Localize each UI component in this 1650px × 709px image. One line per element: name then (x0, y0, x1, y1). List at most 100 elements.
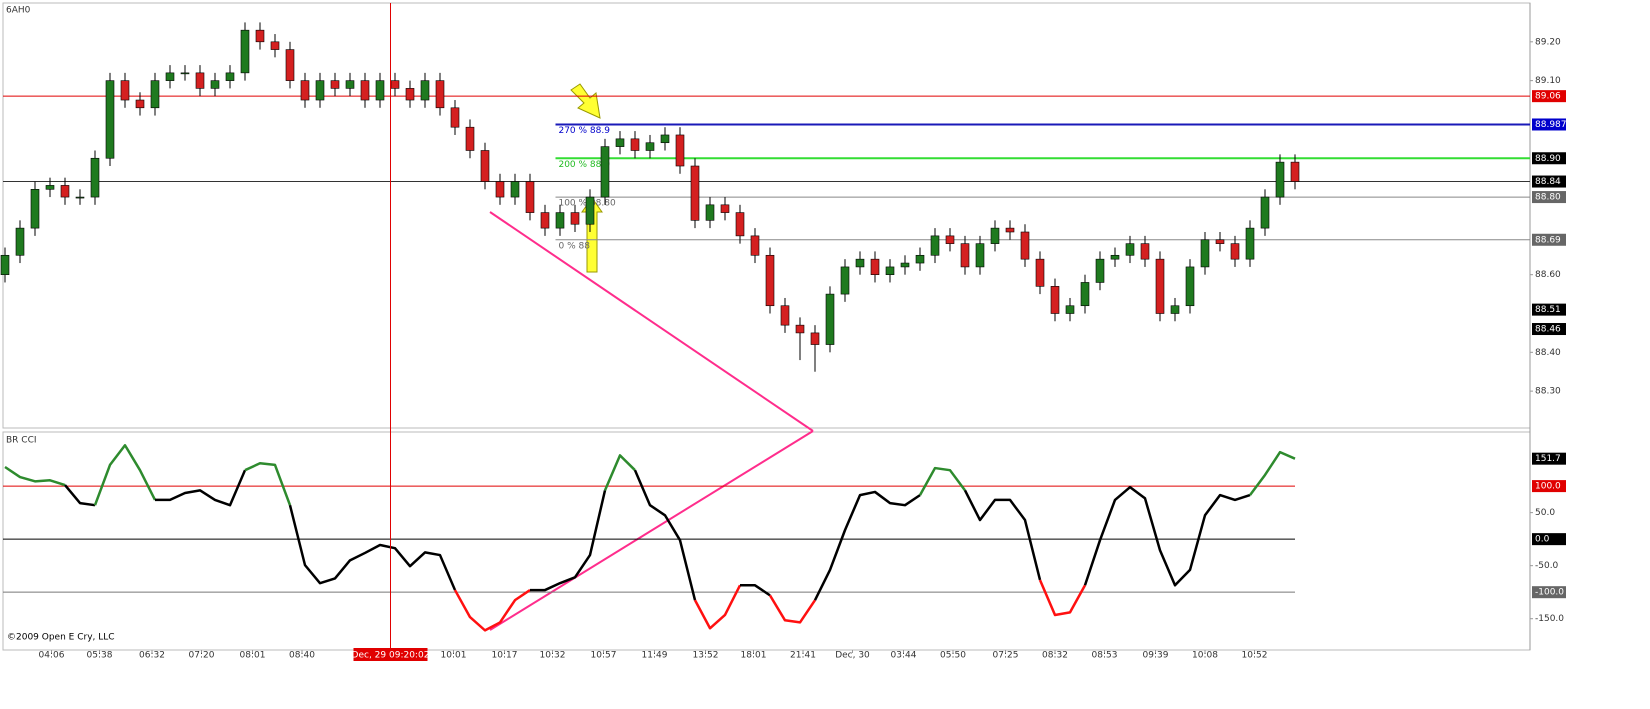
candle-body (1200, 239, 1210, 268)
price-marker-label: 88.84 (1535, 177, 1561, 187)
candle-body (330, 80, 340, 89)
x-tick-label: Dec, 30 (835, 651, 870, 661)
cci-line (288, 504, 457, 591)
fib-label: 270 % 88.9 (558, 126, 610, 136)
candle-body (1185, 266, 1195, 307)
candle-body (630, 138, 640, 151)
cci-line (1083, 485, 1251, 587)
price-marker-label: 88.51 (1535, 305, 1561, 315)
candle-body (840, 266, 850, 295)
candle-body (120, 80, 130, 101)
candle-body (210, 80, 220, 89)
cci-line (1248, 450, 1296, 496)
x-tick-label: 09:39 (1143, 651, 1169, 661)
candle-body (390, 80, 400, 89)
candle-body (1095, 258, 1105, 283)
cci-line (963, 489, 1042, 581)
price-marker-label: 88.90 (1535, 154, 1561, 164)
price-panel (2, 2, 1531, 429)
candle-body (225, 72, 235, 81)
candle-body (1110, 254, 1120, 260)
candle-body (1080, 282, 1090, 307)
crosshair-box (353, 648, 428, 661)
candle-body (1230, 243, 1240, 260)
candle-body (405, 88, 415, 101)
candle-body (720, 204, 730, 213)
price-marker-label: 88.987 (1535, 120, 1567, 130)
candle-body (810, 332, 820, 345)
x-tick-label: 05:50 (940, 651, 966, 661)
candle-body (45, 185, 55, 190)
candle-body (1050, 286, 1060, 314)
candle-body (1125, 243, 1135, 256)
x-tick-label: 10:01 (441, 651, 467, 661)
candle-body (540, 212, 550, 229)
crosshair-label: Dec, 29 09:20:02 (352, 651, 430, 661)
x-tick-label: 10:32 (540, 651, 566, 661)
candle-body (15, 227, 25, 256)
candle-body (165, 72, 175, 81)
candle-body (615, 138, 625, 147)
candle-body (960, 243, 970, 268)
candle-body (585, 196, 595, 225)
cci-line (813, 490, 921, 601)
y-tick-label: 88.40 (1535, 348, 1561, 358)
price-marker-box (1532, 118, 1566, 131)
candle-body (375, 80, 385, 101)
candle-body (1155, 258, 1165, 314)
candle-body (465, 126, 475, 151)
candle-body (270, 41, 280, 50)
cci-line (693, 584, 742, 630)
candle-body (240, 29, 250, 74)
candle-body (1290, 161, 1300, 182)
candle-body (0, 254, 10, 275)
candle-body (450, 107, 460, 128)
candle-body (1065, 305, 1075, 314)
candle-body (105, 80, 115, 159)
x-tick-label: 08:32 (1042, 651, 1068, 661)
candle-body (1170, 305, 1180, 314)
price-marker-label: 88.80 (1535, 193, 1561, 203)
candle-body (825, 293, 835, 345)
arrow-down (570, 83, 601, 119)
price-marker-box (1532, 323, 1566, 336)
cci-panel (2, 431, 1531, 651)
candle-body (435, 80, 445, 109)
cci-line (93, 444, 157, 506)
price-marker-label: 0.0 (1535, 535, 1550, 545)
cci-line (529, 490, 607, 592)
candle-body (900, 262, 910, 268)
candle-body (1215, 239, 1225, 244)
y-tick-label: 88.60 (1535, 270, 1561, 280)
x-tick-label: 11:49 (642, 651, 668, 661)
x-tick-label: 08:53 (1092, 651, 1118, 661)
x-tick-label: 10:17 (492, 651, 518, 661)
candle-body (1035, 258, 1045, 287)
candle-body (915, 254, 925, 264)
cci-line (244, 462, 292, 506)
candle-body (75, 196, 85, 199)
candle-body (885, 266, 895, 275)
price-marker-box (1532, 152, 1566, 165)
candle-body (975, 243, 985, 268)
cci-line (64, 484, 96, 507)
candle-body (795, 324, 805, 334)
price-marker-label: -100.0 (1535, 588, 1564, 598)
x-tick-label: 08:40 (289, 651, 315, 661)
x-tick-label: 13:52 (693, 651, 719, 661)
price-marker-box (1532, 90, 1566, 103)
price-marker-box (1532, 303, 1566, 316)
candle-body (285, 49, 295, 81)
y-tick-label: -50.0 (1535, 561, 1559, 571)
y-tick-label: 89.10 (1535, 76, 1561, 86)
x-tick-label: 10:57 (591, 651, 617, 661)
candle-body (1275, 161, 1285, 198)
x-tick-label: 07:25 (993, 651, 1019, 661)
x-tick-label: 10:08 (1192, 651, 1218, 661)
candle-body (30, 189, 40, 229)
candle-body (90, 157, 100, 198)
x-tick-label: 06:32 (139, 651, 165, 661)
candle-body (930, 235, 940, 256)
candle-body (195, 72, 205, 89)
